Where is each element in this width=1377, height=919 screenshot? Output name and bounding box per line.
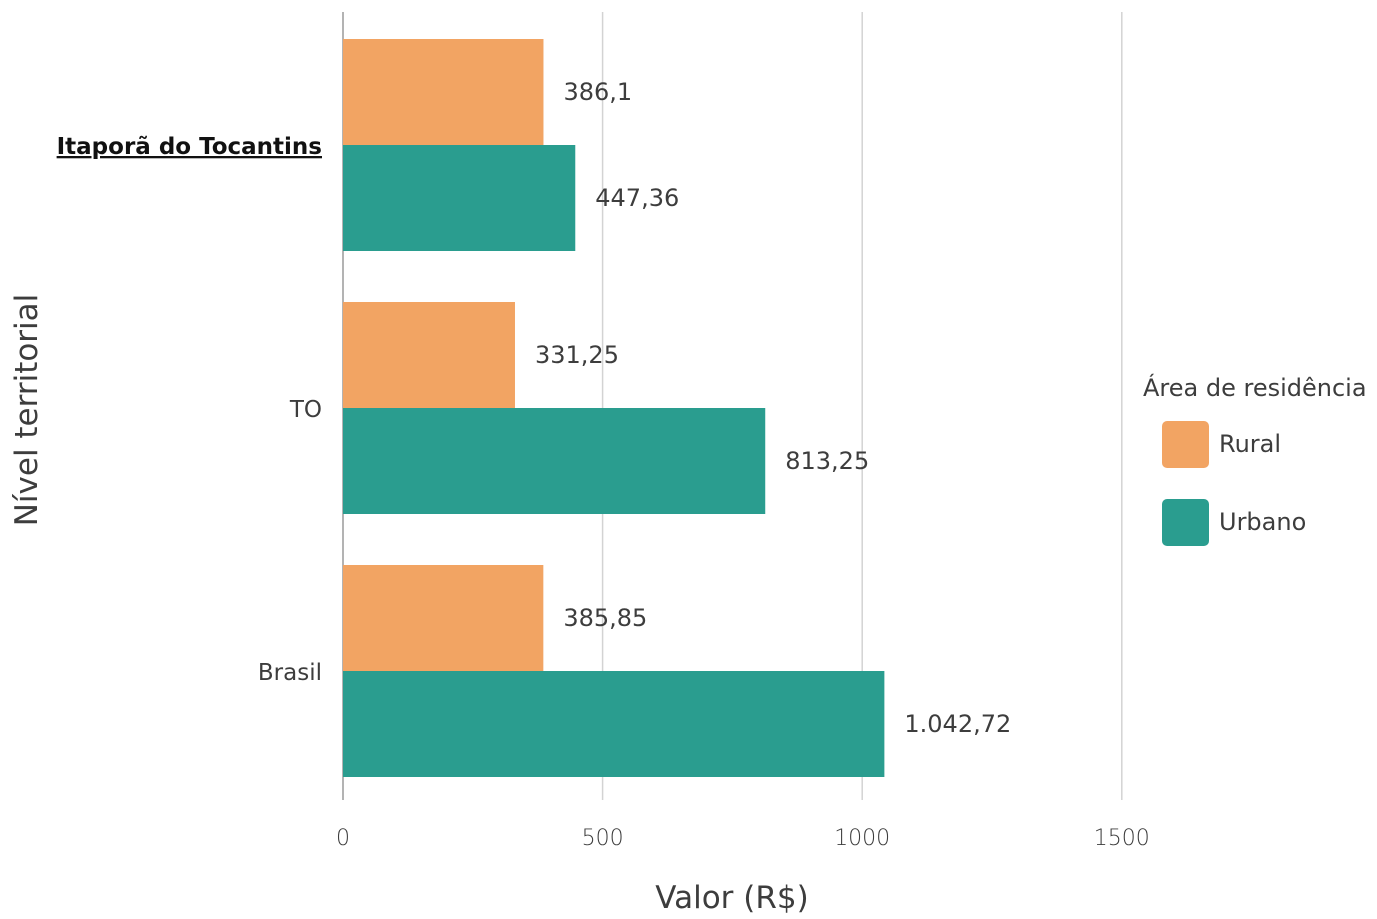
bar-rural-0	[343, 39, 544, 145]
category-label: TO	[289, 397, 322, 423]
legend-label-rural: Rural	[1219, 430, 1281, 458]
x-tick-label: 0	[336, 826, 350, 851]
x-tick-label: 500	[582, 826, 624, 851]
bar-rural-1	[343, 302, 515, 408]
legend-title: Área de residência	[1143, 373, 1367, 402]
bar-urbano-2	[343, 671, 885, 777]
legend-swatch-urbano	[1162, 499, 1209, 546]
bar-urbano-1	[343, 408, 766, 514]
value-label-urbano-0: 447,36	[595, 184, 679, 212]
value-label-urbano-1: 813,25	[785, 447, 869, 475]
legend: Área de residência Rural Urbano	[1143, 373, 1367, 546]
category-labels: Itaporã do Tocantins TO Brasil	[57, 134, 322, 686]
value-label-urbano-2: 1.042,72	[904, 710, 1011, 738]
category-label: Itaporã do Tocantins	[57, 134, 322, 160]
value-label-rural-0: 386,1	[563, 78, 632, 106]
x-tick-label: 1500	[1094, 826, 1150, 851]
legend-label-urbano: Urbano	[1219, 508, 1306, 536]
bars	[343, 39, 885, 777]
value-label-rural-1: 331,25	[535, 341, 619, 369]
x-tick-labels: 0 500 1000 1500	[336, 826, 1150, 851]
x-axis-title: Valor (R$)	[655, 880, 808, 915]
value-label-rural-2: 385,85	[563, 604, 647, 632]
x-tick-label: 1000	[834, 826, 890, 851]
y-axis-title: Nível territorial	[9, 294, 45, 527]
category-label: Brasil	[258, 660, 322, 686]
value-labels: 386,1 447,36 331,25 813,25 385,85 1.042,72	[535, 78, 1011, 738]
legend-swatch-rural	[1162, 421, 1209, 468]
bar-urbano-0	[343, 145, 576, 251]
bar-rural-2	[343, 565, 544, 671]
